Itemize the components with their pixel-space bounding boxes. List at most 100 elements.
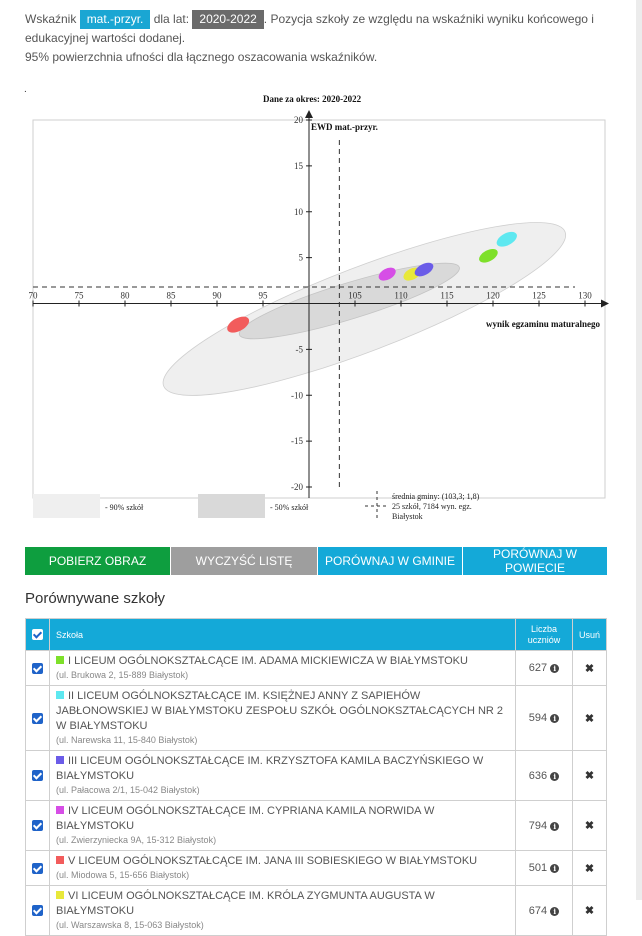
student-count-cell: 674 i	[514, 885, 573, 936]
student-count: 636	[528, 769, 548, 782]
remove-icon[interactable]: ✖	[584, 862, 595, 875]
remove-cell[interactable]: ✖	[571, 650, 608, 686]
school-name[interactable]: I LICEUM OGÓLNOKSZTAŁCĄCE IM. ADAMA MICK…	[56, 654, 509, 669]
table-row: III LICEUM OGÓLNOKSZTAŁCĄCE IM. KRZYSZTO…	[25, 750, 608, 801]
school-address: (ul. Zwierzyniecka 9A, 15-312 Białystok)	[56, 835, 217, 845]
info-icon[interactable]: i	[550, 864, 560, 873]
x-tick-label: 130	[578, 291, 592, 301]
select-all-cell[interactable]	[25, 618, 50, 651]
school-cell: II LICEUM OGÓLNOKSZTAŁCĄCE IM. KSIĘŻNEJ …	[49, 685, 516, 751]
school-name-text: II LICEUM OGÓLNOKSZTAŁCĄCE IM. KSIĘŻNEJ …	[56, 690, 504, 732]
row-checkbox[interactable]	[32, 712, 43, 724]
school-name-text: VI LICEUM OGÓLNOKSZTAŁCĄCE IM. KRÓLA ZYG…	[56, 890, 435, 917]
col-count-line2: uczniów	[527, 634, 561, 645]
school-name[interactable]: III LICEUM OGÓLNOKSZTAŁCĄCE IM. KRZYSZTO…	[56, 754, 509, 784]
remove-cell[interactable]: ✖	[571, 850, 608, 886]
x-tick-label: 85	[167, 291, 177, 301]
download-image-button[interactable]: POBIERZ OBRAZ	[25, 547, 170, 575]
ewd-chart-svg: 70 75 80 85 90 95 105 110 115 120 125 1302015105-5-…	[29, 94, 609, 521]
table-row: II LICEUM OGÓLNOKSZTAŁCĄCE IM. KSIĘŻNEJ …	[25, 685, 608, 751]
select-all-checkbox[interactable]	[32, 629, 43, 641]
row-select-cell[interactable]	[25, 885, 50, 936]
legend-avg-line2: 25 szkół, 7184 wyn. egz.	[392, 502, 472, 511]
remove-icon[interactable]: ✖	[584, 662, 595, 675]
school-point-5	[479, 248, 498, 263]
clear-list-button[interactable]: WYCZYŚĆ LISTĘ	[171, 547, 317, 575]
info-icon[interactable]: i	[550, 771, 560, 781]
row-checkbox[interactable]	[32, 662, 43, 674]
compared-schools-title: Porównywane szkoły	[25, 590, 166, 607]
ewd-chart: 70 75 80 85 90 95 105 110 115 120 125 130 20 15 10 5 -5-…	[25, 90, 615, 530]
x-axis-arrow	[601, 299, 609, 308]
x-tick-label: 75	[75, 291, 85, 301]
student-count: 674	[528, 904, 548, 917]
info-icon[interactable]: i	[550, 821, 560, 831]
row-select-cell[interactable]	[25, 800, 50, 851]
school-name[interactable]: IV LICEUM OGÓLNOKSZTAŁCĄCE IM. CYPRIANA …	[56, 804, 509, 834]
row-checkbox[interactable]	[32, 862, 43, 874]
region-50-percent	[238, 262, 460, 340]
intro-rest: . Pozycja szkoły ze względu na wskaźniki…	[25, 12, 594, 45]
student-count: 794	[528, 819, 548, 832]
school-name-text: III LICEUM OGÓLNOKSZTAŁCĄCE IM. KRZYSZTO…	[56, 755, 484, 782]
y-tick-label: -20	[291, 482, 303, 492]
compare-gmina-button[interactable]: PORÓWNAJ W GMINIE	[318, 547, 462, 575]
x-tick-label: 90	[213, 291, 223, 301]
intro-prefix: Wskaźnik	[25, 12, 77, 26]
school-point-6	[496, 231, 517, 247]
x-tick-label: 115	[440, 291, 454, 301]
remove-cell[interactable]: ✖	[571, 885, 608, 936]
info-icon[interactable]: i	[550, 664, 560, 673]
legend-avg-line3: Białystok	[392, 512, 423, 521]
student-count: 627	[528, 662, 548, 674]
intro-confidence: 95% powierzchnia ufności dla łącznego os…	[25, 50, 378, 64]
remove-icon[interactable]: ✖	[584, 712, 595, 725]
school-address: (ul. Brukowa 2, 15-889 Białystok)	[56, 670, 189, 680]
intro-text: Wskaźnik mat.-przyr. dla lat: 2020-2022.…	[25, 10, 625, 67]
y-tick-label: -10	[291, 390, 303, 400]
row-checkbox[interactable]	[32, 905, 43, 917]
school-name-text: V LICEUM OGÓLNOKSZTAŁCĄCE IM. JANA III S…	[68, 855, 478, 867]
row-select-cell[interactable]	[25, 750, 50, 801]
table-row: IV LICEUM OGÓLNOKSZTAŁCĄCE IM. CYPRIANA …	[25, 800, 608, 851]
school-address: (ul. Miodowa 5, 15-656 Białystok)	[56, 870, 190, 880]
compare-powiat-button[interactable]: PORÓWNAJ W POWIECIE	[463, 547, 607, 575]
x-tick-label: 110	[394, 291, 408, 301]
remove-cell[interactable]: ✖	[571, 800, 608, 851]
row-checkbox[interactable]	[32, 820, 43, 832]
student-count-cell: 594 i	[514, 685, 573, 751]
legend-90-swatch	[33, 494, 100, 518]
school-name-text: IV LICEUM OGÓLNOKSZTAŁCĄCE IM. CYPRIANA …	[56, 805, 435, 832]
x-tick-label: 80	[121, 291, 131, 301]
legend-avg-line1: średnia gminy: (103,3; 1,8)	[392, 492, 480, 501]
years-badge: 2020-2022	[192, 10, 264, 29]
y-tick-label: 15	[294, 161, 304, 171]
row-select-cell[interactable]	[25, 685, 50, 751]
row-select-cell[interactable]	[25, 850, 50, 886]
col-count-header: Liczba uczniów	[514, 618, 573, 651]
row-checkbox[interactable]	[32, 770, 43, 782]
info-icon[interactable]: i	[550, 714, 560, 723]
legend-50-swatch	[198, 494, 265, 518]
remove-icon[interactable]: ✖	[584, 820, 595, 832]
scrollbar-track[interactable]	[636, 0, 642, 900]
x-tick-label: 105	[348, 291, 362, 301]
remove-cell[interactable]: ✖	[571, 685, 608, 751]
x-tick-label: 125	[532, 291, 546, 301]
remove-cell[interactable]: ✖	[571, 750, 608, 801]
remove-icon[interactable]: ✖	[584, 905, 595, 917]
x-tick-label: 120	[486, 291, 500, 301]
x-tick-label: 95	[259, 291, 269, 301]
school-name[interactable]: VI LICEUM OGÓLNOKSZTAŁCĄCE IM. KRÓLA ZYG…	[56, 889, 509, 919]
school-address: (ul. Pałacowa 2/1, 15-042 Białystok)	[56, 785, 200, 795]
school-name[interactable]: V LICEUM OGÓLNOKSZTAŁCĄCE IM. JANA III S…	[56, 854, 509, 869]
row-select-cell[interactable]	[25, 650, 50, 686]
school-address: (ul. Warszawska 8, 15-063 Białystok)	[56, 920, 204, 930]
school-name[interactable]: II LICEUM OGÓLNOKSZTAŁCĄCE IM. KSIĘŻNEJ …	[56, 689, 509, 734]
school-point-4	[414, 262, 434, 277]
y-tick-label: -15	[291, 436, 303, 446]
info-icon[interactable]: i	[550, 906, 560, 916]
student-count-cell: 794 i	[514, 800, 573, 851]
remove-icon[interactable]: ✖	[584, 770, 595, 782]
x-tick-label: 70	[29, 291, 39, 301]
